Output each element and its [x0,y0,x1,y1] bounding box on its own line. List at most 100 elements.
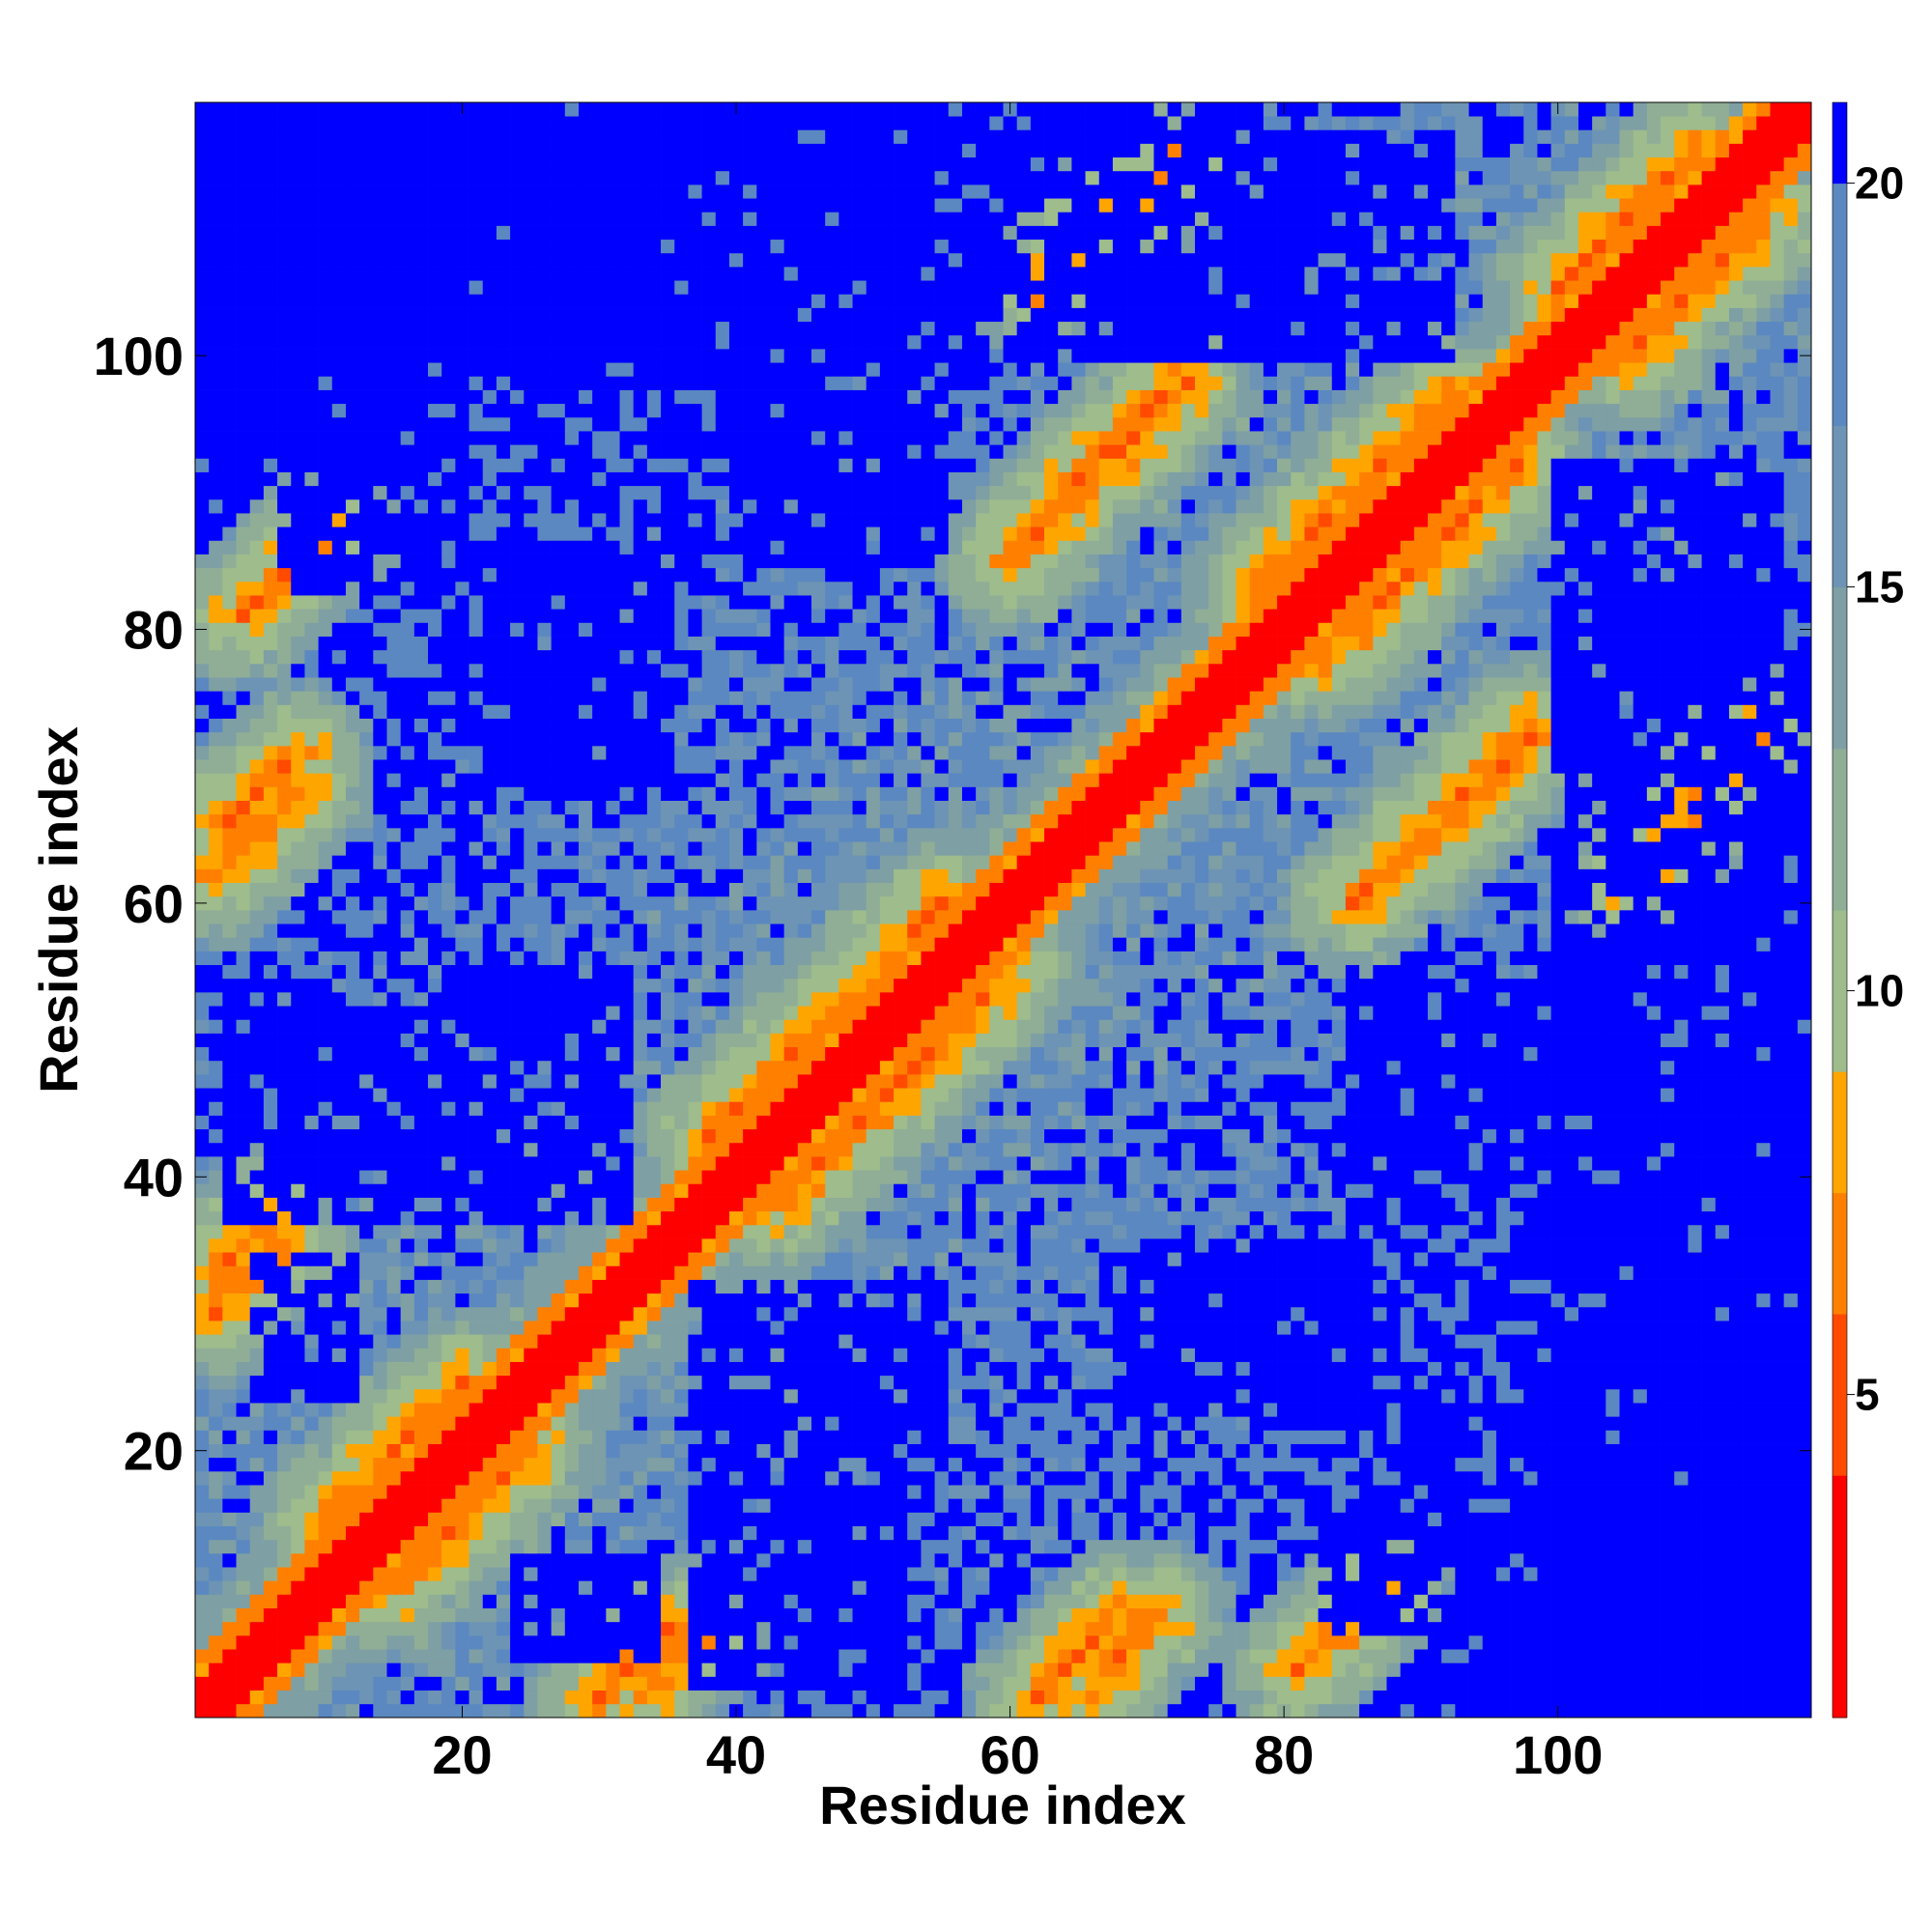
heatmap-cell [209,1634,223,1650]
heatmap-cell [345,609,360,623]
heatmap-cell [209,910,223,924]
heatmap-cell [249,1252,265,1266]
heatmap-cell [606,1210,620,1226]
heatmap-cell [688,1306,702,1321]
heatmap-cell [195,1470,210,1486]
heatmap-cell [770,1552,784,1568]
heatmap-cell [277,841,292,856]
heatmap-cell [743,1485,757,1499]
heatmap-cell [606,239,620,254]
heatmap-cell [715,212,730,226]
heatmap-cell [195,1621,210,1636]
heatmap-cell [496,1690,511,1705]
heatmap-cell [413,1238,429,1253]
heatmap-cell [304,1621,319,1636]
heatmap-cell [743,267,757,281]
heatmap-cell [469,800,484,815]
heatmap-cell [661,1334,675,1349]
heatmap-cell [551,554,566,569]
heatmap-cell [455,1006,469,1020]
heatmap-cell [482,1060,497,1075]
heatmap-cell [564,581,580,596]
heatmap-cell [701,485,717,500]
heatmap-cell [661,376,675,390]
heatmap-cell [209,267,223,281]
heatmap-cell [373,526,387,541]
heatmap-cell [331,1183,347,1198]
heatmap-cell [510,540,525,554]
heatmap-cell [236,1388,251,1404]
heatmap-cell [606,677,620,692]
heatmap-cell [386,868,402,884]
heatmap-cell [195,1567,210,1581]
heatmap-cell [770,1485,784,1499]
heatmap-cell [386,1019,402,1034]
heatmap-cell [770,1210,784,1226]
heatmap-cell [743,1156,757,1171]
heatmap-cell [496,1594,511,1608]
heatmap-cell [277,170,292,185]
heatmap-cell [715,1498,730,1513]
heatmap-cell [619,485,635,500]
heatmap-cell [345,1074,360,1089]
heatmap-cell [661,1485,675,1499]
heatmap-cell [359,1703,374,1719]
heatmap-cell [661,294,675,308]
heatmap-cell [386,567,402,582]
heatmap-cell [564,1703,580,1719]
heatmap-cell [195,964,210,980]
heatmap-cell [674,1170,689,1184]
heatmap-cell [756,102,771,117]
heatmap-cell [345,1457,360,1472]
heatmap-cell [386,1485,402,1499]
heatmap-cell [551,1634,566,1650]
heatmap-cell [646,1703,662,1719]
heatmap-cell [386,704,402,719]
heatmap-cell [606,1115,620,1130]
heatmap-cell [469,677,484,692]
heatmap-cell [510,718,525,733]
heatmap-cell [551,731,566,747]
heatmap-cell [441,1183,456,1198]
heatmap-cell [564,978,580,993]
heatmap-cell [249,1142,265,1157]
heatmap-cell [195,1197,210,1212]
heatmap-cell [277,513,292,527]
heatmap-cell [564,800,580,815]
heatmap-cell [331,1662,347,1677]
heatmap-cell [756,1334,771,1349]
heatmap-cell [413,1375,429,1390]
heatmap-cell [756,1416,771,1431]
heatmap-cell [331,1457,347,1472]
heatmap-cell [331,1293,347,1308]
heatmap-cell [359,431,374,445]
heatmap-cell [400,1279,415,1294]
heatmap-cell [400,1074,415,1089]
heatmap-cell [606,910,620,924]
heatmap-cell [263,1485,278,1499]
heatmap-cell [455,116,469,130]
heatmap-cell [386,718,402,733]
heatmap-cell [619,116,635,130]
heatmap-cell [318,1142,333,1157]
heatmap-cell [619,212,635,226]
heatmap-cell [331,321,347,336]
heatmap-cell [715,1183,730,1198]
heatmap-cell [524,718,538,733]
heatmap-cell [469,129,484,144]
heatmap-cell [331,1443,347,1459]
heatmap-cell [674,1156,689,1171]
heatmap-cell [455,1443,469,1459]
heatmap-cell [619,1580,635,1595]
heatmap-cell [715,1552,730,1568]
heatmap-cell [743,116,757,130]
heatmap-cell [482,349,497,363]
heatmap-cell [263,1403,278,1417]
heatmap-cell [606,1128,620,1144]
heatmap-cell [209,444,223,459]
heatmap-cell [551,129,566,144]
heatmap-cell [715,951,730,966]
heatmap-cell [674,895,689,911]
heatmap-cell [428,225,442,241]
heatmap-cell [428,116,442,130]
